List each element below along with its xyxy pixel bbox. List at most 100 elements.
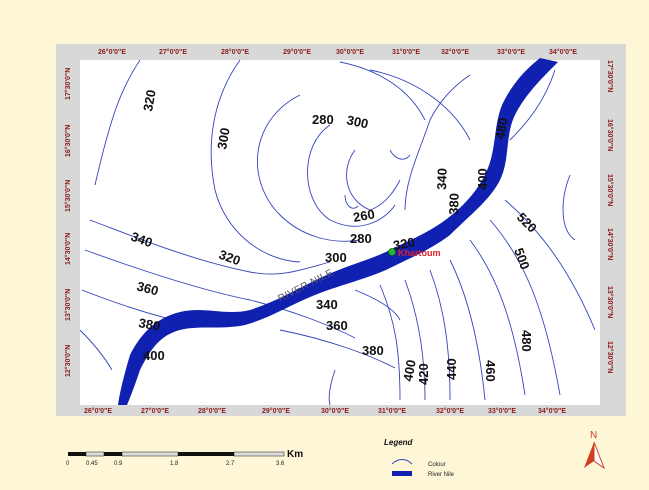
city-label: Khartoum <box>398 248 441 258</box>
north-arrow-icon-half <box>593 441 606 470</box>
bottom-tick: 28°0'0"E <box>198 407 226 415</box>
bottom-tick: 31°0'0"E <box>378 407 406 415</box>
contour-line <box>379 284 401 401</box>
top-tick: 33°0'0"E <box>497 48 525 56</box>
city-point <box>388 248 396 256</box>
contour-label: 480 <box>492 117 511 141</box>
scale-label: 3.6 <box>276 461 285 467</box>
right-tick: 12°30'0"N <box>606 341 614 373</box>
left-tick: 12°30'0"N <box>64 345 72 377</box>
contour-labels: 320 300 300 280 340 320 260 280 300 320 … <box>129 89 540 385</box>
bottom-tick: 26°0'0"E <box>84 407 112 415</box>
contour-line <box>469 239 526 396</box>
contour-line <box>346 149 401 211</box>
contour-line <box>339 61 426 121</box>
contour-lines <box>79 59 596 406</box>
right-tick-labels: 17°30'0"N 16°30'0"N 15°30'0"N 14°30'0"N … <box>606 60 614 373</box>
legend-contour-swatch <box>391 459 413 465</box>
contour-label: 280 <box>312 112 334 127</box>
contour-label: 500 <box>511 246 533 272</box>
contour-line <box>489 219 561 396</box>
contour-label: 380 <box>137 315 161 334</box>
legend-item: Colour <box>428 462 446 468</box>
contour-line <box>504 199 596 331</box>
contour-label: 440 <box>444 358 459 380</box>
contour-label: 320 <box>392 234 416 253</box>
contour-line <box>79 329 113 371</box>
scale-segment <box>121 451 179 457</box>
north-arrow-icon <box>584 442 594 468</box>
right-tick: 14°30'0"N <box>606 228 614 260</box>
left-tick: 13°30'0"N <box>64 289 72 321</box>
legend-item: River Nile <box>428 472 455 478</box>
contour-label: 400 <box>143 348 165 363</box>
river-nile <box>118 58 558 405</box>
scale-label: 2.7 <box>226 461 235 467</box>
contour-label: 340 <box>434 168 450 190</box>
contour-line <box>449 259 486 401</box>
contour-line <box>354 289 401 321</box>
contour-label: 300 <box>345 112 369 131</box>
contour-line <box>429 269 451 401</box>
left-tick: 16°30'0"N <box>64 125 72 157</box>
top-tick: 28°0'0"E <box>221 48 249 56</box>
right-tick: 15°30'0"N <box>606 174 614 206</box>
contour-line <box>249 299 356 339</box>
contour-label: 420 <box>416 363 431 385</box>
contour-line <box>509 69 556 141</box>
scale-bar: Km 0 0.45 0.9 1.8 2.7 3.6 <box>66 449 303 467</box>
bottom-tick: 32°0'0"E <box>436 407 464 415</box>
bottom-tick-labels: 26°0'0"E 27°0'0"E 28°0'0"E 29°0'0"E 30°0… <box>84 407 566 415</box>
contour-label: 260 <box>352 206 376 225</box>
contour-label: 360 <box>135 278 160 298</box>
scale-segment <box>85 451 105 457</box>
top-tick: 27°0'0"E <box>159 48 187 56</box>
contour-line <box>328 369 336 406</box>
legend-river-swatch <box>392 471 412 476</box>
contour-label: 360 <box>326 318 348 333</box>
contour-line <box>210 59 301 263</box>
scale-label: 1.8 <box>170 461 179 467</box>
bottom-tick: 29°0'0"E <box>262 407 290 415</box>
scale-label: 0.45 <box>86 461 98 467</box>
top-tick: 32°0'0"E <box>441 48 469 56</box>
contour-label: 300 <box>214 127 233 151</box>
scale-segment <box>178 452 234 456</box>
river-nile-body <box>118 58 558 405</box>
north-arrow: N <box>584 430 606 470</box>
bottom-tick: 27°0'0"E <box>141 407 169 415</box>
scale-segment <box>104 452 122 456</box>
scale-unit: Km <box>287 449 303 460</box>
right-tick: 16°30'0"N <box>606 119 614 151</box>
contour-line <box>89 219 331 275</box>
contour-label: 280 <box>350 231 372 246</box>
top-tick: 31°0'0"E <box>392 48 420 56</box>
contour-label: 380 <box>362 343 384 358</box>
top-tick: 29°0'0"E <box>283 48 311 56</box>
top-tick: 30°0'0"E <box>336 48 364 56</box>
contour-line <box>84 249 251 301</box>
top-tick: 34°0'0"E <box>549 48 577 56</box>
legend: Legend Colour River Nile <box>384 438 455 478</box>
contour-label: 460 <box>483 360 498 382</box>
contour-line <box>404 279 426 401</box>
contour-label: 340 <box>129 229 155 251</box>
bottom-tick: 34°0'0"E <box>538 407 566 415</box>
top-tick: 26°0'0"E <box>98 48 126 56</box>
contour-label: 480 <box>519 330 534 352</box>
north-label: N <box>590 430 597 441</box>
right-tick: 13°30'0"N <box>606 286 614 318</box>
right-tick: 17°30'0"N <box>606 60 614 92</box>
left-tick: 15°30'0"N <box>64 180 72 212</box>
scale-segment <box>68 452 86 456</box>
contour-label: 380 <box>446 193 462 215</box>
contour-line <box>369 69 471 141</box>
contour-line <box>279 329 396 369</box>
left-tick: 14°30'0"N <box>64 233 72 265</box>
contour-line <box>307 124 396 227</box>
contour-line <box>562 174 576 241</box>
top-tick-labels: 26°0'0"E 27°0'0"E 28°0'0"E 29°0'0"E 30°0… <box>98 48 577 56</box>
contour-line <box>257 94 361 242</box>
contour-line <box>94 59 141 186</box>
